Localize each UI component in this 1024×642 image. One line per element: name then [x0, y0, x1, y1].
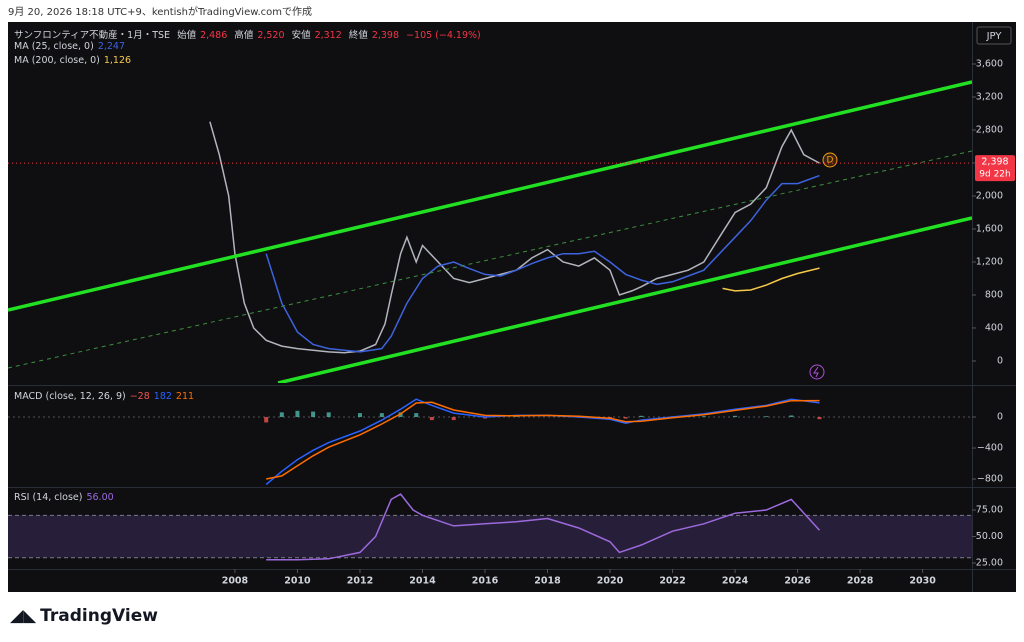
histogram-bar	[429, 416, 434, 421]
histogram-bar	[451, 416, 456, 421]
last-price-label: 2,398	[981, 157, 1008, 168]
x-tick-label: 2020	[597, 576, 624, 587]
series-line	[266, 493, 821, 561]
channel-line	[8, 80, 972, 312]
ohlc-label: 安値	[291, 30, 311, 41]
legend-entry[interactable]: MA (25, close, 0) 2,247	[14, 41, 129, 52]
macd-legend[interactable]: MACD (close, 12, 26, 9) −28 182 211	[14, 391, 198, 402]
x-tick-label: 2030	[909, 576, 936, 587]
legend-name: MA (200, close, 0)	[14, 55, 100, 66]
y-tick-label: 0	[997, 411, 1003, 422]
histogram-bar	[482, 416, 487, 419]
chart-background	[8, 22, 1016, 592]
y-tick-label: 1,600	[976, 223, 1003, 234]
currency-box[interactable]	[976, 26, 1012, 45]
x-tick-label: 2018	[534, 576, 561, 587]
x-tick-label: 2028	[847, 576, 874, 587]
x-tick-label: 2024	[722, 576, 749, 587]
histogram-bar	[623, 416, 628, 419]
histogram-bar	[357, 413, 362, 417]
histogram-bar	[817, 416, 822, 420]
y-tick-label: −800	[977, 474, 1003, 485]
ohlc-value: 2,486	[200, 30, 228, 41]
y-tick-label: 1,200	[976, 256, 1003, 267]
series-line	[209, 121, 820, 354]
histogram-bar	[311, 411, 316, 417]
symbol-title: サンフロンティア不動産・1月・TSE	[14, 30, 171, 41]
ohlc-value: 2,312	[314, 30, 342, 41]
histogram-bar	[789, 415, 794, 417]
currency: JPY	[986, 31, 1003, 42]
histogram-bar	[733, 415, 738, 417]
x-tick-label: 2016	[472, 576, 499, 587]
last-price-box	[975, 155, 1015, 182]
y-tick-label: 0	[997, 355, 1003, 366]
caption: 9月 20, 2026 18:18 UTC+9、kentishがTradingV…	[8, 7, 313, 18]
logo[interactable]: ◢◣ TradingView	[10, 606, 158, 626]
legend-value: 2,247	[97, 41, 126, 52]
y-tick-label: 50.00	[976, 531, 1003, 542]
histogram-bar	[701, 416, 706, 417]
histogram-bar	[764, 416, 769, 417]
legend-value: 182	[153, 391, 172, 402]
event-icon	[813, 366, 819, 378]
x-tick-label: 2014	[409, 576, 436, 587]
series-line	[266, 399, 820, 480]
x-tick-label: 2026	[784, 576, 811, 587]
y-tick-label: 25.00	[976, 558, 1003, 569]
ohlc-label: 終値	[348, 30, 368, 41]
dividend-marker[interactable]	[822, 152, 838, 168]
channel-line	[277, 216, 972, 383]
y-tick-label: 3,200	[976, 91, 1003, 102]
histogram-bar	[414, 413, 419, 417]
y-tick-label: −400	[977, 443, 1003, 454]
x-tick-label: 2010	[284, 576, 311, 587]
ohlc-value: 2,398	[371, 30, 400, 41]
histogram-bar	[264, 416, 269, 423]
legend-value: 211	[175, 391, 195, 402]
ohlc-label: 始値	[177, 30, 197, 41]
legend-name: MA (25, close, 0)	[14, 41, 94, 52]
ohlc-label: 高値	[234, 30, 254, 41]
event-marker[interactable]	[809, 364, 825, 380]
histogram-bar	[379, 413, 384, 417]
change: −105 (−4.19%)	[406, 30, 481, 41]
legend-value: −28	[129, 391, 150, 402]
rsi-legend[interactable]: RSI (14, close) 56.00	[14, 492, 118, 503]
histogram-bar	[295, 410, 300, 417]
x-tick-label: 2008	[222, 576, 249, 587]
main-legend: サンフロンティア不動産・1月・TSE 始値 2,486 高値 2,520 安値 2,3…	[14, 27, 485, 41]
histogram-bar	[326, 412, 331, 417]
legend-entry[interactable]: MA (200, close, 0) 1,126	[14, 55, 135, 66]
ma-line	[722, 267, 820, 292]
y-tick-label: 800	[985, 289, 1003, 300]
y-tick-label: 2,000	[976, 190, 1003, 201]
x-tick-label: 2012	[347, 576, 373, 587]
y-tick-label: 400	[985, 322, 1003, 333]
y-tick-label: 75.00	[976, 505, 1003, 516]
y-tick-label: 3,600	[976, 58, 1003, 69]
rsi-band	[8, 515, 972, 558]
legend-name: RSI (14, close)	[14, 492, 83, 503]
y-tick-label: 2,800	[976, 124, 1003, 135]
ohlc-value: 2,520	[257, 30, 285, 41]
ma-line	[265, 174, 820, 353]
histogram-bar	[639, 415, 644, 417]
histogram-bar	[279, 412, 284, 417]
legend-name: MACD (close, 12, 26, 9)	[14, 391, 126, 402]
legend-value: 1,126	[103, 55, 132, 66]
x-tick-label: 2022	[659, 576, 685, 587]
legend-value: 56.00	[86, 492, 114, 503]
logo-text: TradingView	[40, 606, 158, 626]
dividend-icon: D	[827, 156, 834, 166]
countdown: 9d 22h	[979, 170, 1010, 180]
